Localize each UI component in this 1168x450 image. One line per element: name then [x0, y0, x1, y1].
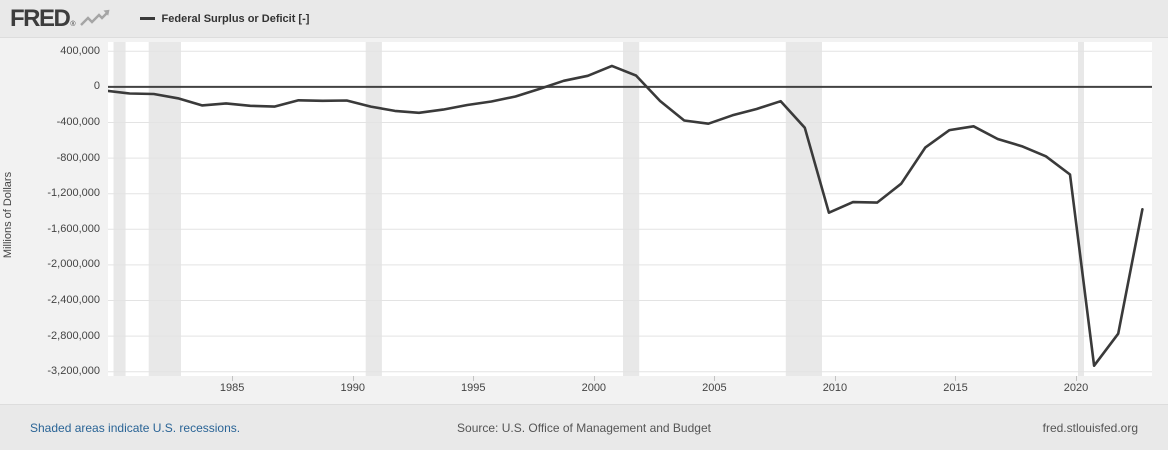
registered-mark: ®	[70, 20, 76, 28]
series-color-swatch	[139, 17, 155, 20]
x-tick-label: 2015	[943, 382, 968, 394]
recession-band	[1078, 42, 1084, 376]
x-tick-label: 2000	[581, 382, 607, 394]
y-tick-label: -800,000	[56, 151, 100, 164]
line-chart-icon	[79, 9, 110, 26]
x-tick-mark	[352, 376, 354, 381]
x-tick-mark	[955, 376, 957, 381]
recessions-note-link[interactable]: Shaded areas indicate U.S. recessions.	[30, 420, 241, 435]
x-tick-mark	[232, 376, 234, 381]
y-tick-label: -400,000	[56, 116, 100, 129]
x-tick-label: 1995	[461, 382, 486, 394]
y-tick-label: 400,000	[60, 44, 100, 57]
y-tick-label: -1,600,000	[47, 222, 100, 235]
series-line	[108, 64, 1144, 368]
x-tick-label: 2005	[702, 382, 727, 394]
fred-site-link[interactable]: fred.stlouisfed.org	[1042, 420, 1138, 435]
x-tick-label: 2020	[1063, 382, 1089, 394]
chart-header: FRED ® Federal Surplus or Deficit [-]	[0, 0, 1168, 38]
x-tick-mark	[834, 376, 836, 381]
recession-band	[148, 42, 181, 376]
chart-canvas	[108, 42, 1152, 376]
y-tick-label: -2,400,000	[47, 294, 100, 307]
recession-band	[113, 42, 126, 376]
y-tick-label: -1,200,000	[47, 187, 100, 200]
source-text: Source: U.S. Office of Management and Bu…	[457, 420, 711, 435]
series-legend-label: Federal Surplus or Deficit [-]	[161, 12, 310, 25]
fred-logo[interactable]: FRED ®	[10, 4, 110, 32]
recession-band	[785, 42, 822, 376]
y-tick-label: -2,000,000	[47, 258, 100, 271]
chart-region: Millions of Dollars 400,000 0 -400,000 -800…	[0, 38, 1168, 404]
y-tick-label: 0	[93, 80, 100, 93]
x-tick-mark	[714, 376, 716, 381]
y-tick-label: -2,800,000	[47, 329, 100, 342]
x-tick-mark	[1076, 376, 1078, 381]
plot-area[interactable]	[108, 42, 1152, 376]
x-tick-mark	[593, 376, 595, 381]
series-legend: Federal Surplus or Deficit [-]	[139, 12, 310, 25]
x-tick-label: 1990	[340, 382, 365, 394]
recession-band	[623, 42, 640, 376]
x-tick-label: 1985	[219, 382, 245, 394]
y-tick-label: -3,200,000	[47, 365, 100, 378]
x-tick-label: 2010	[822, 382, 848, 394]
x-tick-mark	[473, 376, 475, 381]
recession-band	[365, 42, 382, 376]
fred-logo-text: FRED	[10, 4, 71, 32]
chart-footer: Shaded areas indicate U.S. recessions. S…	[0, 404, 1168, 450]
